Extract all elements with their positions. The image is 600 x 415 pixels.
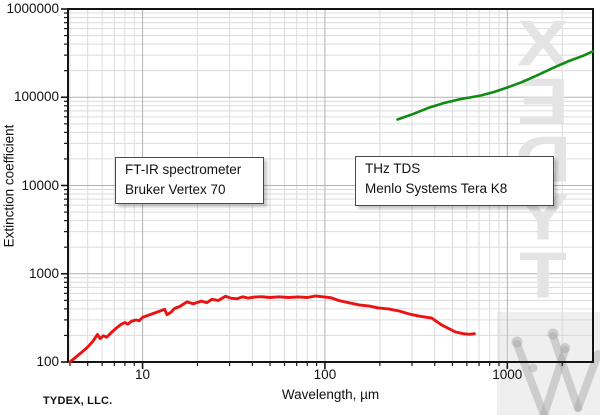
y-tick-label: 1000 xyxy=(28,265,59,281)
credit-label: TYDEX, LLC. xyxy=(43,395,113,407)
tydex-logo-watermark xyxy=(497,312,600,415)
ftir-annotation-line2: Bruker Vertex 70 xyxy=(125,182,226,197)
y-tick-label: 100 xyxy=(36,354,59,369)
ftir-annotation-box: FT-IR spectrometer Bruker Vertex 70 xyxy=(115,157,264,204)
x-axis-title: Wavelength, µm xyxy=(281,387,380,402)
thz-curve xyxy=(396,49,595,121)
ftir-annotation-line1: FT-IR spectrometer xyxy=(125,162,242,177)
y-tick-label: 10000 xyxy=(21,177,59,193)
ftir-curve xyxy=(68,294,476,364)
plot-border xyxy=(67,8,594,363)
x-tick-label: 1000 xyxy=(492,367,523,382)
y-axis-title: Extinction coefficient xyxy=(1,124,17,248)
x-tick-label: 10 xyxy=(135,367,151,382)
y-tick-label: 1000000 xyxy=(6,1,59,16)
thz-annotation-line1: THz TDS xyxy=(365,161,421,176)
y-tick-label: 100000 xyxy=(13,89,59,105)
x-tick-label: 100 xyxy=(313,367,337,382)
thz-annotation-box: THz TDS Menlo Systems Tera K8 xyxy=(355,156,554,206)
thz-annotation-line2: Menlo Systems Tera K8 xyxy=(365,181,508,196)
